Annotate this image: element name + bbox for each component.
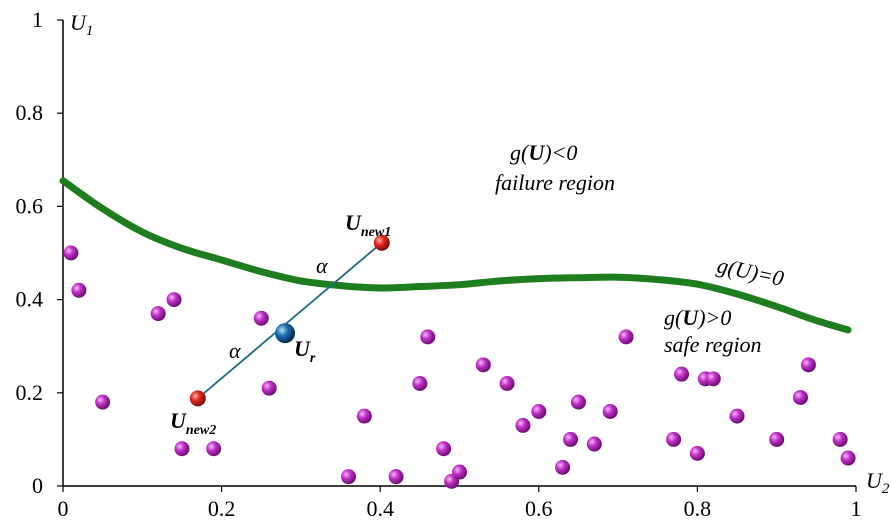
reference-point-label: Ur [294,336,316,366]
sample-point [570,394,586,410]
sample-point [206,441,222,457]
sample-point [666,431,682,447]
sample-point [63,245,79,261]
sample-point [674,366,690,382]
x-tick-label: 1 [851,496,862,521]
sample-point [452,464,467,480]
sample-point [166,292,182,308]
sample-point [356,408,372,424]
sample-point [618,329,634,345]
sample-point [71,282,87,298]
sample-point [769,431,785,447]
sample-point [586,436,602,452]
failure-formula: g(U)<0 [510,140,577,165]
reference-point-marker [275,323,296,344]
alpha-lower-label: α [229,338,241,363]
safe-formula: g(U)>0 [664,305,731,330]
x-tick-label: 0.4 [366,496,394,521]
y-tick-label: 0.6 [16,193,44,218]
sample-point [792,389,808,405]
y-tick-label: 0.4 [16,287,44,312]
sample-point [388,469,404,485]
sample-point [261,380,277,396]
sample-point [602,403,618,419]
sample-point [729,408,745,424]
sample-point [436,441,452,457]
limit-state-curve [59,177,852,334]
y-axis-label: U1 [70,10,93,39]
sample-point [499,375,515,391]
y-tick-label: 0.2 [16,380,44,405]
sample-point [95,394,111,410]
sample-point [689,445,705,461]
safe-region-label: safe region [664,332,762,357]
axes [62,20,856,487]
sample-point [840,450,856,466]
new-point-2-label: Unew2 [170,408,216,438]
tick-labels: 0 0.2 0.4 0.6 0.8 1 0 0.2 0.4 0.6 0.8 1 [16,7,862,521]
sample-point [475,357,491,373]
new-point-1-marker [373,234,390,251]
sample-point [340,469,356,485]
ticks [57,19,857,492]
y-tick-label: 1 [32,7,43,32]
sample-point [800,357,816,373]
y-tick-label: 0 [32,473,43,498]
alpha-upper-label: α [316,253,328,278]
x-tick-label: 0.2 [208,496,236,521]
sample-point [563,431,579,447]
y-tick-label: 0.8 [16,100,44,125]
x-axis-label: U2 [866,468,890,497]
failure-region-label: failure region [495,170,615,195]
sample-point [174,441,190,457]
x-tick-label: 0.8 [684,496,712,521]
new-point-2-marker [189,390,206,407]
sample-point [515,417,531,433]
sample-point [555,459,571,475]
sample-point [253,310,269,326]
sample-point [832,431,848,447]
sample-point [705,371,721,387]
limit-state-label: g(U)=0 [715,252,786,290]
x-tick-label: 0 [58,496,69,521]
sample-point [531,403,547,419]
x-tick-label: 0.6 [525,496,553,521]
sample-point [150,306,166,322]
new-point-1-label: Unew1 [345,210,391,240]
sample-points [63,245,856,489]
connector-line [197,242,383,400]
sample-point [412,375,428,391]
sample-point [420,329,436,345]
